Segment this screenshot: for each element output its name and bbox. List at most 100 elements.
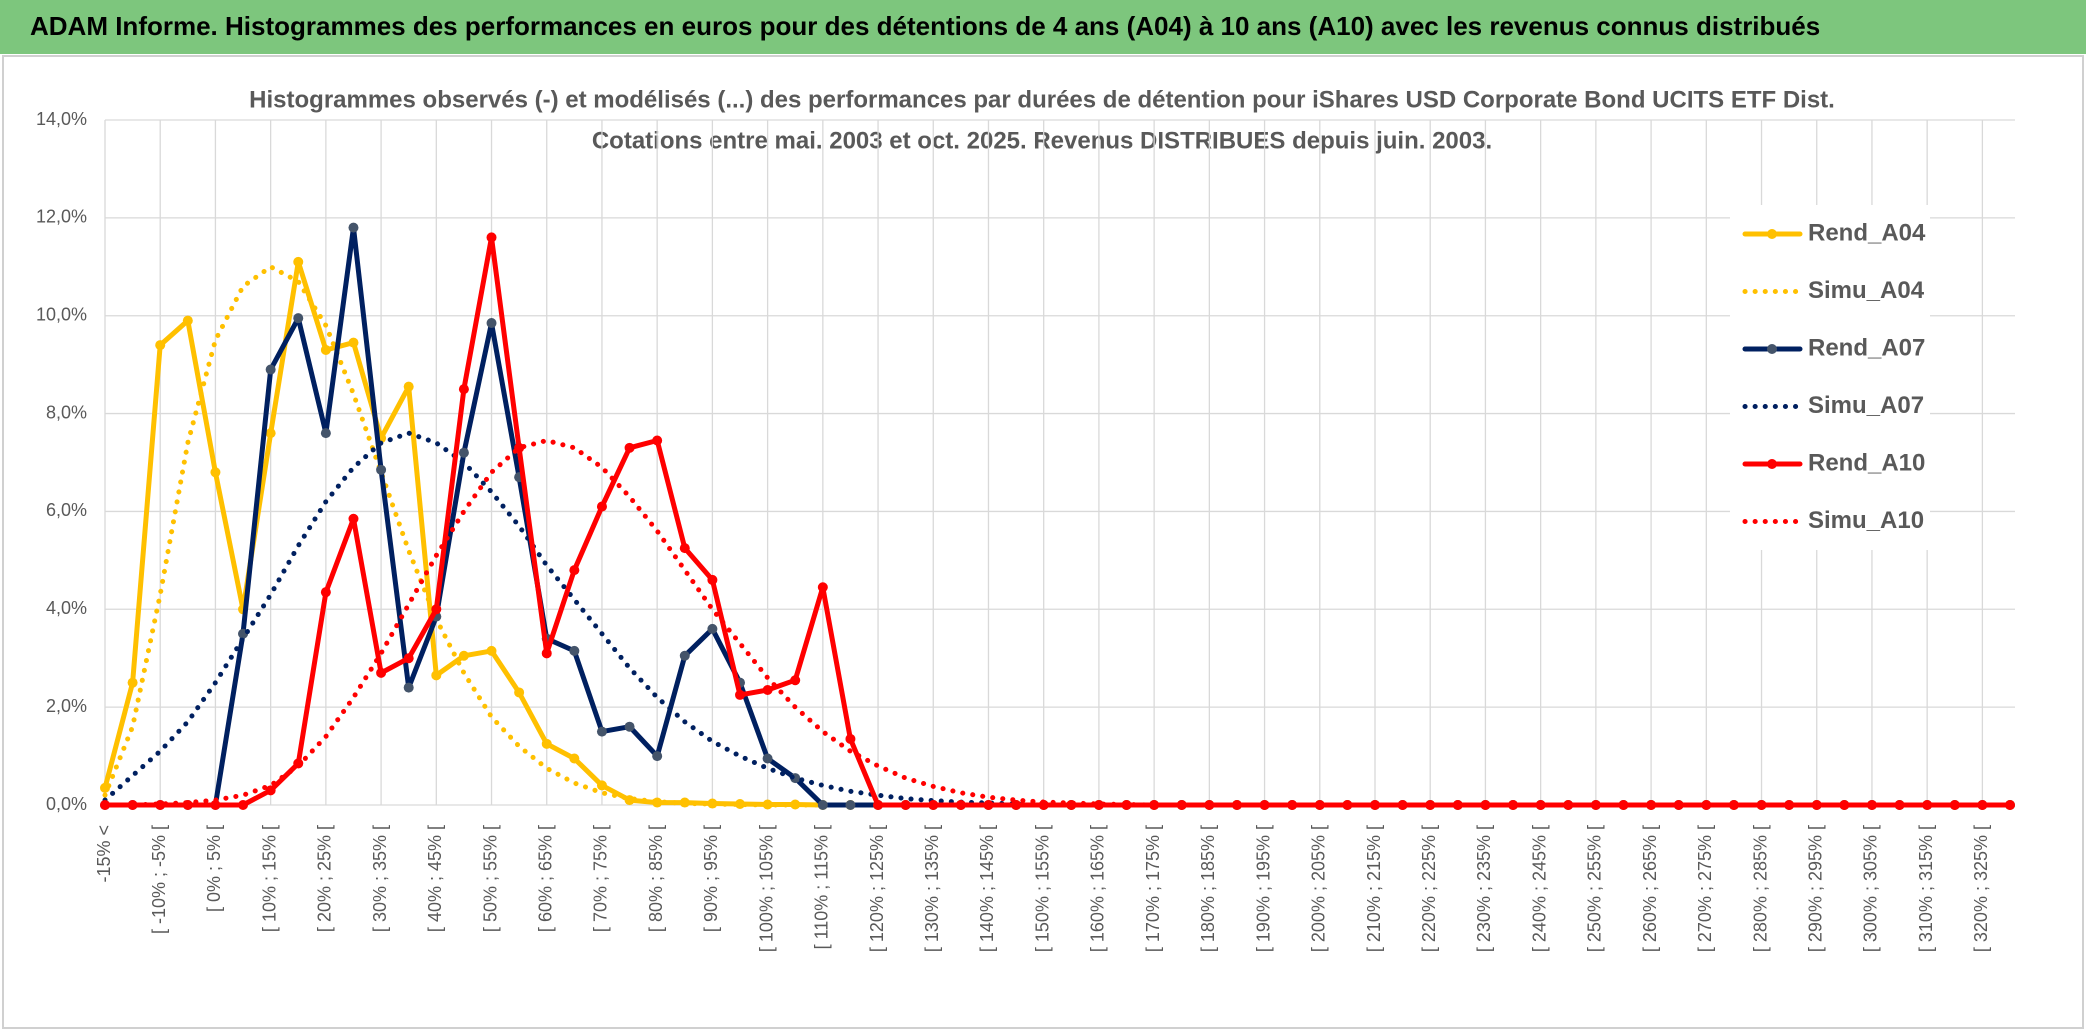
marker [1535, 800, 1546, 810]
x-tick-label: [ 140% ; 145% [ [977, 825, 997, 952]
marker [1314, 800, 1325, 810]
marker [1839, 800, 1850, 810]
x-tick-label: [ 260% ; 265% [ [1640, 825, 1660, 952]
marker [569, 565, 580, 576]
x-tick-label: [ 150% ; 155% [ [1032, 825, 1052, 952]
marker [182, 315, 193, 326]
x-tick-label: [ 60% ; 65% [ [535, 825, 555, 932]
y-tick-label: 2,0% [46, 696, 87, 716]
y-tick-label: 4,0% [46, 598, 87, 618]
x-tick-label: [ 80% ; 85% [ [646, 825, 666, 932]
x-tick-label: [ 170% ; 175% [ [1143, 825, 1163, 952]
legend-label: Rend_A10 [1808, 449, 1925, 476]
x-tick-label: [ 50% ; 55% [ [480, 825, 500, 932]
marker [458, 447, 469, 458]
marker [1397, 800, 1408, 810]
x-tick-label: -15% < [94, 825, 114, 883]
marker [320, 587, 331, 598]
x-tick-label: [ 190% ; 195% [ [1253, 825, 1273, 952]
marker [983, 800, 994, 810]
x-tick-label: [ 320% ; 325% [ [1971, 825, 1991, 952]
legend-label: Rend_A04 [1808, 219, 1926, 246]
marker [1176, 800, 1187, 810]
banner-title: ADAM Informe. Histogrammes des performan… [30, 11, 1820, 41]
x-tick-label: [ 240% ; 245% [ [1529, 825, 1549, 952]
marker [652, 751, 663, 762]
marker [1425, 800, 1436, 810]
legend: Rend_A04 Simu_A04 Rend_A07 Simu_A07 Rend_A10… [1730, 205, 1930, 550]
legend-marker [1767, 344, 1777, 354]
marker [762, 753, 773, 764]
marker [596, 726, 607, 737]
marker [210, 467, 221, 478]
marker [238, 800, 249, 810]
marker [845, 733, 856, 744]
banner [0, 0, 2086, 54]
marker [541, 648, 552, 659]
marker [265, 785, 276, 796]
legend-marker [1767, 459, 1777, 469]
marker [1922, 800, 1933, 810]
legend-label: Simu_A04 [1808, 277, 1925, 304]
legend-marker [1767, 229, 1777, 239]
y-tick-label: 0,0% [46, 794, 87, 814]
marker [624, 795, 635, 806]
marker [348, 337, 359, 348]
marker [431, 670, 442, 681]
x-tick-label: [ 250% ; 255% [ [1585, 825, 1605, 952]
x-tick-label: [ 90% ; 95% [ [701, 825, 721, 932]
marker [514, 687, 525, 698]
chart-subtitle: Cotations entre mai. 2003 et oct. 2025. … [592, 127, 1492, 154]
legend-box [1730, 205, 1930, 550]
x-tick-label: [ 180% ; 185% [ [1198, 825, 1218, 952]
marker [707, 623, 718, 634]
marker [348, 222, 359, 233]
marker [210, 800, 221, 810]
marker [265, 364, 276, 375]
marker [431, 604, 442, 615]
x-tick-label: [ 20% ; 25% [ [315, 825, 335, 932]
marker [569, 753, 580, 764]
series-line [102, 438, 2013, 808]
y-tick-label: 14,0% [36, 109, 87, 129]
legend-label: Simu_A10 [1808, 507, 1924, 534]
x-tick-label: [ 120% ; 125% [ [867, 825, 887, 952]
marker [1011, 800, 1022, 810]
marker [403, 682, 414, 693]
marker [403, 381, 414, 392]
plot [100, 222, 2015, 810]
chart-title: Histogrammes observés (-) et modélisés (… [249, 86, 1835, 113]
grid: 0,0% 2,0% 4,0% 6,0% 8,0% 10,0% 12,0% 14,0% -15% … [36, 109, 2015, 952]
marker [1093, 800, 1104, 810]
marker [735, 799, 745, 810]
marker [596, 780, 607, 791]
marker [376, 667, 387, 678]
marker [155, 340, 166, 351]
marker [155, 800, 166, 810]
marker [624, 721, 635, 732]
marker [569, 645, 580, 656]
marker [652, 435, 663, 446]
x-tick-label: [ 290% ; 295% [ [1805, 825, 1825, 952]
marker [735, 689, 745, 700]
marker [1590, 800, 1601, 810]
legend-label: Simu_A07 [1808, 392, 1924, 419]
marker [762, 685, 773, 696]
marker [293, 256, 304, 267]
x-tick-label: [ 220% ; 225% [ [1419, 825, 1439, 952]
x-tick-label: [ 230% ; 235% [ [1474, 825, 1494, 952]
marker [458, 650, 469, 661]
marker [873, 800, 884, 810]
x-tick-label: [ 130% ; 135% [ [922, 825, 942, 952]
marker [1811, 800, 1822, 810]
marker [486, 318, 497, 329]
x-tick-label: [ 310% ; 315% [ [1916, 825, 1936, 952]
marker [320, 344, 331, 355]
marker [679, 543, 690, 554]
y-tick-label: 12,0% [36, 207, 87, 227]
legend-label: Rend_A07 [1808, 334, 1925, 361]
marker [1287, 800, 1298, 810]
x-tick-label: [ 100% ; 105% [ [756, 825, 776, 952]
marker [348, 513, 359, 524]
